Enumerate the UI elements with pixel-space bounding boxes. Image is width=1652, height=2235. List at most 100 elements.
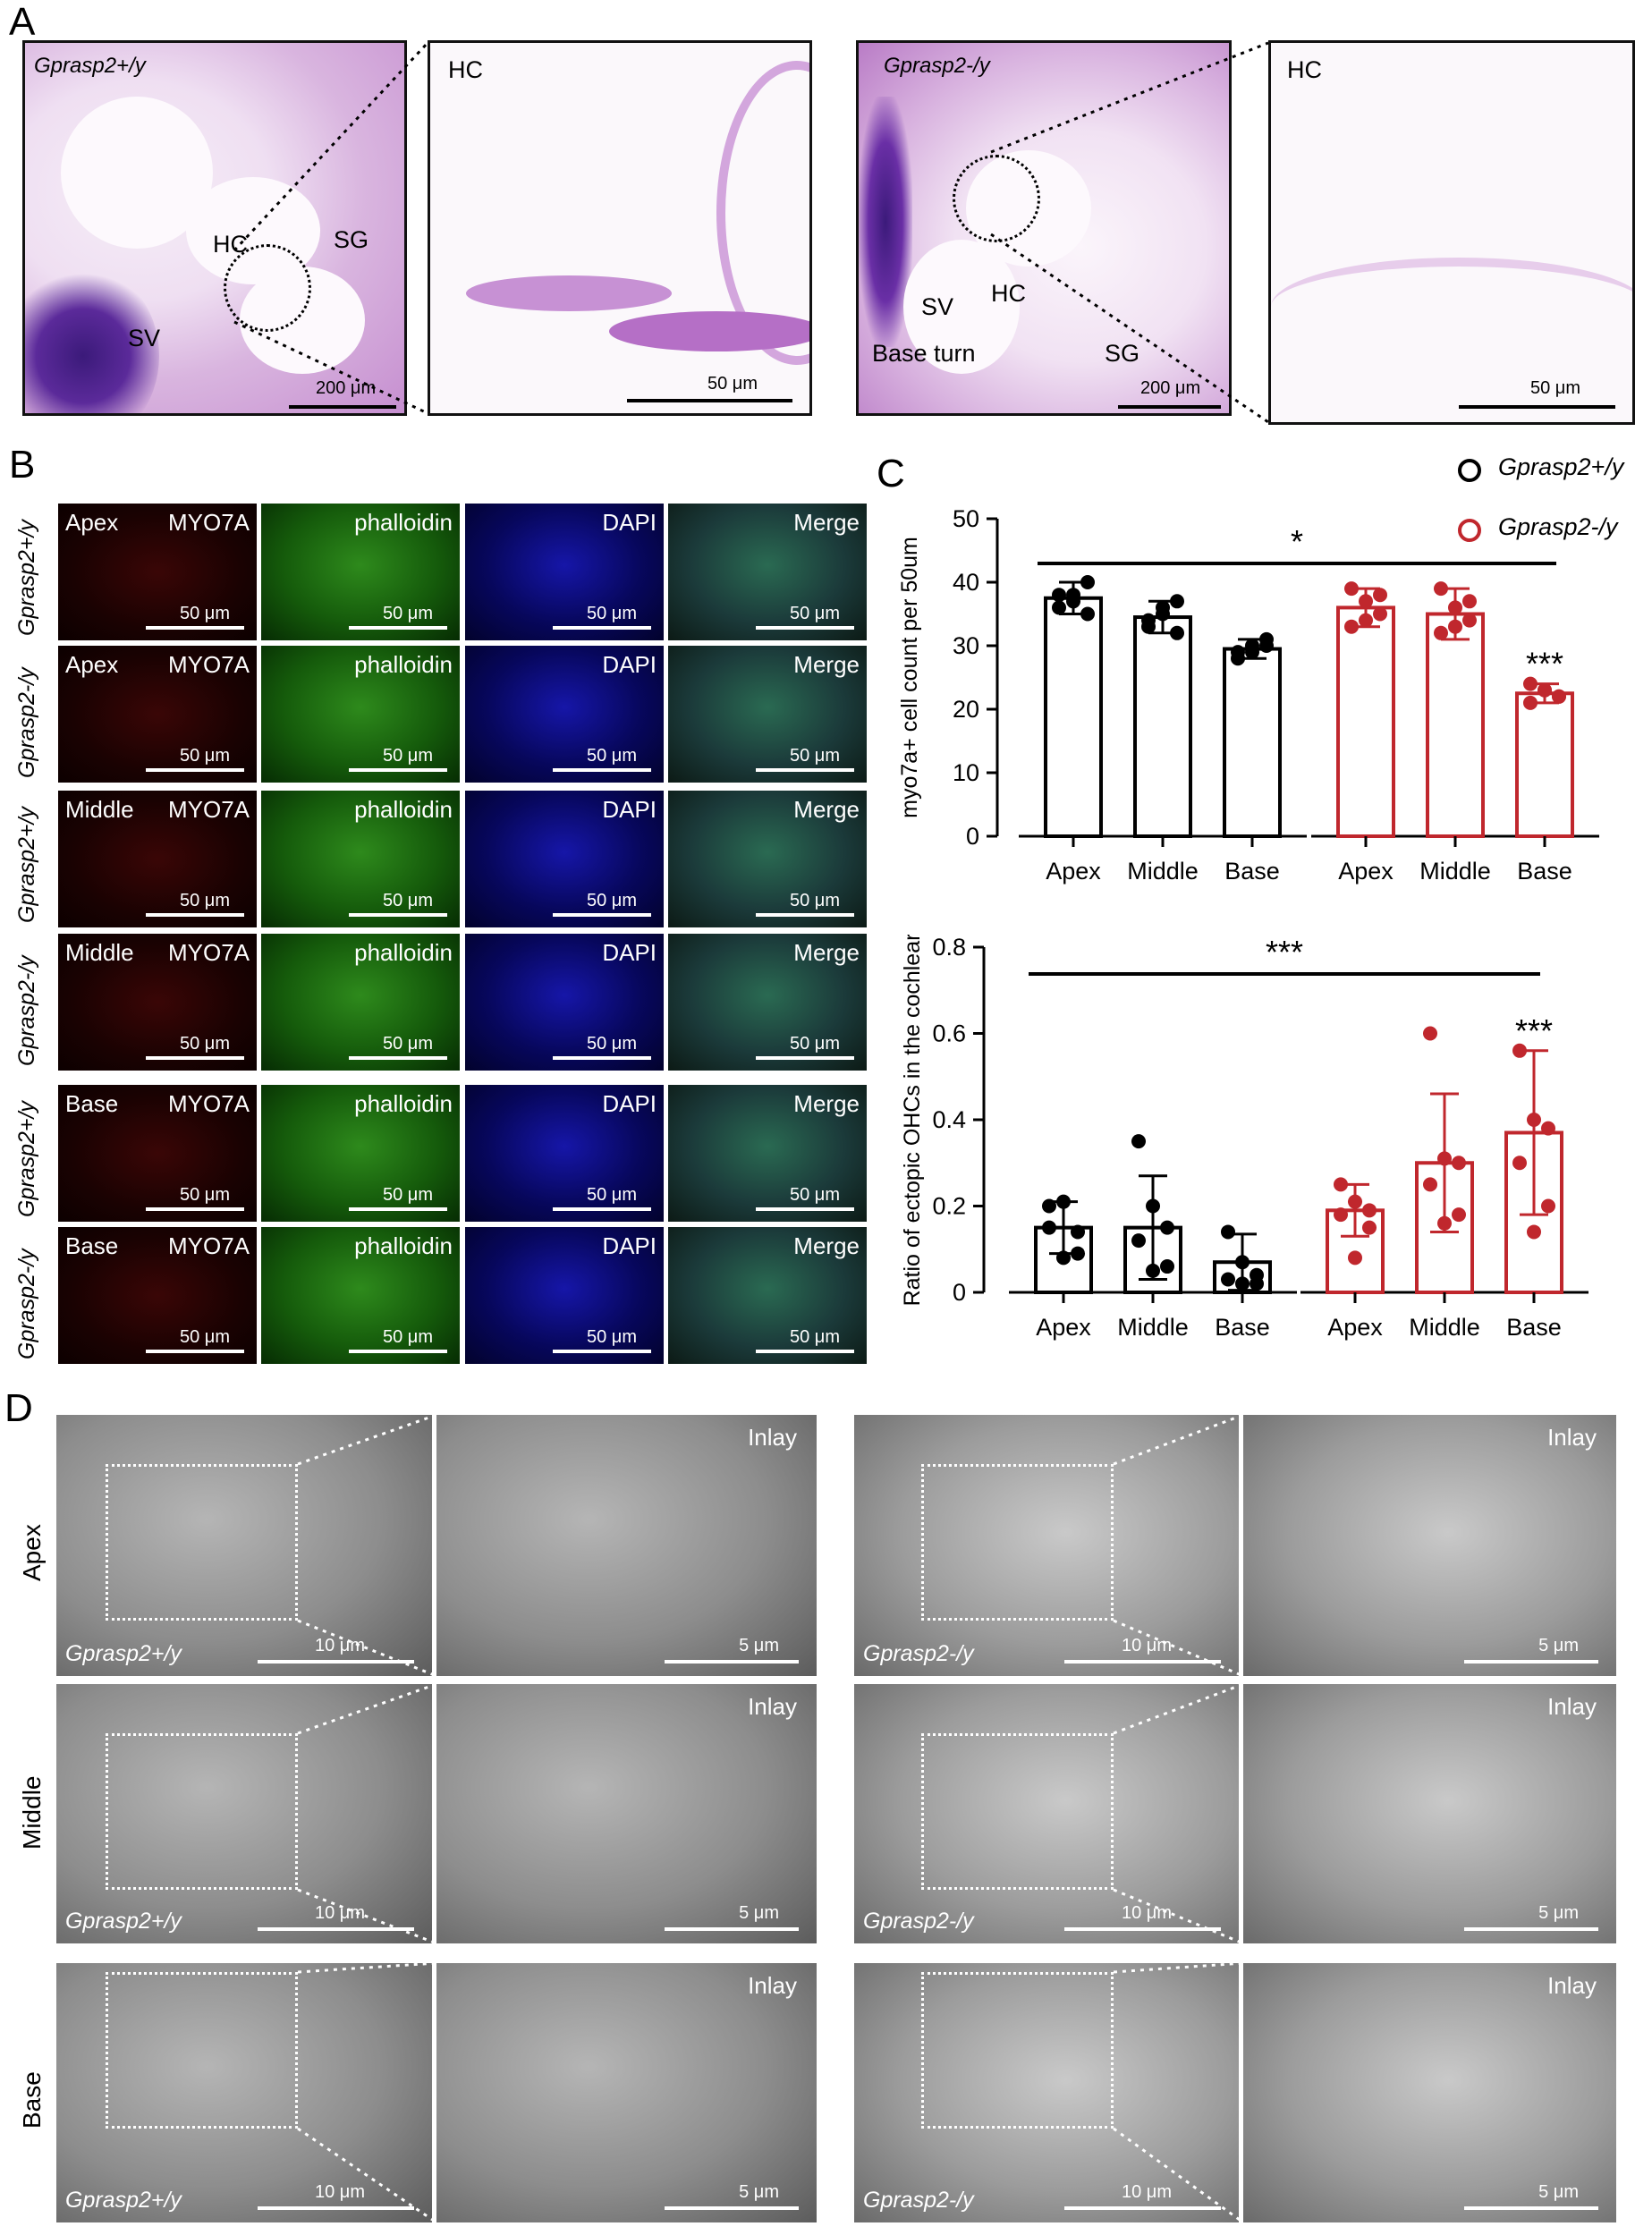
data-point: [1348, 1194, 1362, 1209]
zoom-connector: [297, 2127, 437, 2224]
x-tick-label: Apex: [1036, 1314, 1091, 1341]
y-tick-label: 0.8: [932, 935, 966, 961]
if-tile-phalloidin: phalloidin 50 μm: [261, 1227, 460, 1364]
channel-label: MYO7A: [167, 1090, 250, 1117]
y-tick-label: 20: [953, 696, 979, 723]
scale-bar: [349, 626, 447, 630]
scale-bar: [1064, 1927, 1221, 1931]
sg-label: SG: [334, 226, 369, 253]
data-point: [1170, 625, 1184, 640]
sg-label: SG: [1105, 340, 1140, 367]
channel-label: DAPI: [602, 509, 657, 536]
data-point: [1160, 1220, 1174, 1235]
data-point: [1235, 1255, 1250, 1270]
data-point: [1527, 1224, 1541, 1240]
scale-bar-label: 50 μm: [587, 1034, 637, 1054]
legend-label-wt: Gprasp2+/y: [1498, 453, 1624, 480]
if-tile-merge: Merge 50 μm: [668, 934, 867, 1071]
scale-bar-label: 50 μm: [587, 1327, 637, 1347]
data-point: [1437, 1151, 1452, 1166]
bar: [1426, 612, 1485, 838]
data-point: [1052, 600, 1066, 615]
zoom-connector: [1113, 1619, 1244, 1678]
scale-bar-label: 10 μm: [315, 1636, 365, 1655]
scale-bar: [665, 1927, 799, 1931]
scale-bar-label: 5 μm: [1538, 1903, 1579, 1923]
channel-label: phalloidin: [354, 1232, 453, 1259]
scale-bar-label: 50 μm: [383, 891, 433, 910]
scale-bar: [146, 626, 244, 630]
data-point: [1434, 625, 1448, 640]
scale-bar-label: 200 μm: [1140, 378, 1201, 398]
if-tile-phalloidin: phalloidin 50 μm: [261, 791, 460, 927]
channel-label: MYO7A: [167, 796, 250, 823]
scale-bar-label: 5 μm: [1538, 1636, 1579, 1655]
significance-label: *: [1291, 523, 1303, 560]
channel-label: MYO7A: [167, 1232, 250, 1259]
data-point: [1512, 1156, 1527, 1171]
zoom-connector: [297, 1888, 437, 1945]
zoom-connector: [1113, 1888, 1244, 1945]
channel-label: Merge: [793, 1090, 860, 1117]
scale-bar: [258, 1660, 414, 1664]
scale-bar-label: 200 μm: [316, 378, 377, 398]
bar: [1336, 605, 1395, 839]
scale-bar: [756, 1207, 854, 1211]
data-point: [1334, 1177, 1348, 1192]
if-tile-merge: Merge 50 μm: [668, 1085, 867, 1222]
data-point: [1141, 613, 1156, 628]
scale-bar: [1064, 2206, 1221, 2210]
sem-overview-tile: Gprasp2+/y 10 μm: [56, 1415, 432, 1676]
scale-bar: [349, 1056, 447, 1060]
x-tick-label: Middle: [1409, 1314, 1480, 1341]
channel-label: phalloidin: [354, 509, 453, 536]
if-tile-myo7a: Base MYO7A 50 μm: [58, 1085, 257, 1222]
y-tick-label: 0.6: [932, 1020, 966, 1047]
zoom-box: [921, 1464, 1114, 1621]
tissue-strip: [609, 311, 809, 351]
scale-bar: [627, 399, 792, 402]
scale-bar: [553, 1350, 651, 1353]
zoom-connector: [1113, 1413, 1244, 1466]
zoom-connector: [297, 1413, 437, 1466]
scale-bar: [146, 768, 244, 772]
data-point: [1080, 606, 1095, 622]
region-label: Base: [65, 1232, 119, 1259]
sem-inlay-tile: Inlay 5 μm: [1243, 1415, 1616, 1676]
genotype-label: Gprasp2-/y: [863, 1909, 974, 1934]
scale-bar: [665, 2206, 799, 2210]
data-point: [1462, 613, 1477, 628]
data-point: [1362, 1203, 1377, 1218]
data-point: [1523, 676, 1538, 691]
data-point: [1160, 1259, 1174, 1274]
y-tick-label: 40: [953, 569, 979, 596]
hair-cell-region: [466, 275, 672, 311]
inlay-label: Inlay: [748, 1693, 797, 1720]
scale-bar-label: 50 μm: [180, 1327, 230, 1347]
scale-bar-label: 5 μm: [739, 1636, 779, 1655]
scale-bar: [258, 2206, 414, 2210]
genotype-label: Gprasp2-/y: [884, 54, 990, 78]
inlay-label: Inlay: [1547, 1693, 1597, 1720]
channel-label: phalloidin: [354, 796, 453, 823]
he-overview-ko: Gprasp2-/y SV HC Base turn SG 200 μm: [856, 40, 1232, 416]
if-tile-dapi: DAPI 50 μm: [465, 791, 664, 927]
legend-marker-wt: [1458, 459, 1481, 482]
data-point: [1452, 1156, 1466, 1171]
if-tile-dapi: DAPI 50 μm: [465, 646, 664, 783]
scale-bar: [349, 913, 447, 917]
data-point: [1359, 613, 1373, 628]
x-tick-label: Apex: [1338, 858, 1394, 885]
x-tick-label: Base: [1517, 858, 1572, 885]
sem-overview-tile: Gprasp2+/y 10 μm: [56, 1684, 432, 1943]
significance-label: ***: [1515, 1012, 1553, 1049]
region-label: Middle: [65, 796, 134, 823]
data-point: [1231, 651, 1245, 666]
data-point: [1552, 689, 1566, 704]
data-point: [1052, 588, 1066, 603]
scale-bar: [146, 913, 244, 917]
sem-overview-tile: Gprasp2+/y 10 μm: [56, 1963, 432, 2222]
bar: [1223, 647, 1282, 838]
if-tile-merge: Merge 50 μm: [668, 504, 867, 640]
